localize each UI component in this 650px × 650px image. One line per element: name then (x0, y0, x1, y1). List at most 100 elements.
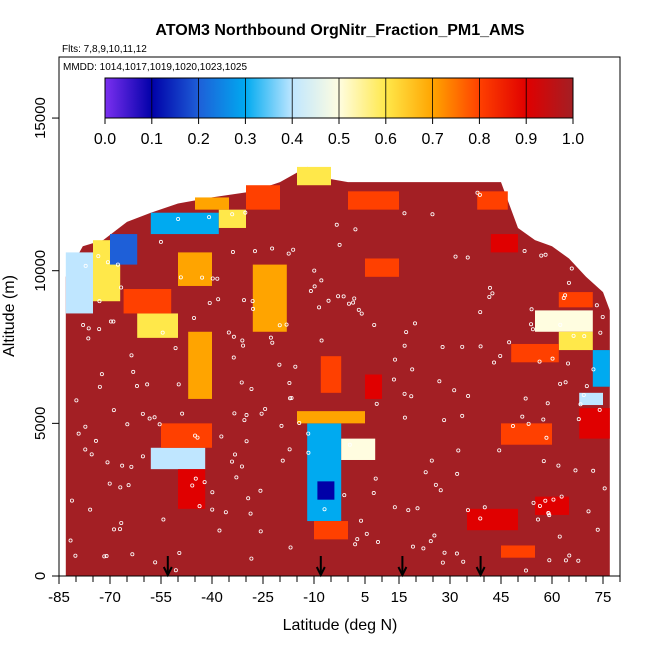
observation-point (526, 421, 531, 426)
observation-point (231, 355, 236, 360)
heatmap-cell (558, 292, 593, 308)
observation-point (226, 330, 231, 335)
observation-point (217, 528, 222, 533)
observation-point (193, 476, 198, 481)
observation-point (249, 386, 254, 391)
colorbar-segment (292, 78, 340, 118)
observation-point (258, 488, 263, 493)
observation-point (429, 458, 434, 463)
observation-point (529, 322, 534, 327)
observation-point (219, 434, 224, 439)
observation-point (498, 353, 503, 358)
heatmap-cell (246, 185, 280, 210)
observation-point (120, 463, 125, 468)
heatmap-cell (314, 521, 348, 540)
observation-point (391, 377, 396, 382)
observation-point (460, 413, 465, 418)
observation-point (402, 415, 407, 420)
observation-point (145, 382, 150, 387)
observation-point (277, 362, 282, 367)
colorbar-tick-label: 0.1 (141, 131, 163, 148)
observation-point (544, 435, 549, 440)
observation-point (195, 435, 200, 440)
observation-point (364, 531, 369, 536)
chart-title: ATOM3 Northbound OrgNitr_Fraction_PM1_AM… (155, 22, 525, 39)
observation-point (240, 338, 245, 343)
observation-point (497, 448, 502, 453)
observation-point (433, 482, 438, 487)
observation-point (438, 488, 443, 493)
observation-point (241, 298, 246, 303)
heatmap-cell (297, 166, 331, 186)
observation-point (119, 285, 124, 290)
observation-point (522, 249, 527, 254)
observation-point (105, 460, 110, 465)
observation-point (251, 306, 256, 311)
observation-point (190, 483, 195, 488)
observation-point (280, 458, 285, 463)
observation-point (153, 560, 158, 565)
observation-point (359, 311, 364, 316)
arrow-markers (162, 556, 486, 578)
observation-point (478, 310, 483, 315)
observation-point (288, 545, 293, 550)
observation-point (102, 554, 107, 559)
observation-point (373, 476, 378, 481)
heatmap-cell (579, 408, 610, 439)
observation-point (111, 408, 116, 413)
colorbar-tick-label: 0.0 (94, 131, 116, 148)
observation-point (371, 491, 376, 496)
observation-point (465, 508, 470, 513)
y-axis-label: Altitude (m) (1, 275, 18, 357)
observation-points (68, 190, 607, 573)
observation-point (558, 381, 563, 386)
observation-point (140, 454, 145, 459)
heatmap-cell (307, 423, 342, 522)
observation-point (353, 227, 358, 232)
observation-point (108, 319, 113, 324)
observation-point (456, 448, 461, 453)
observation-point (432, 533, 437, 538)
observation-point (312, 268, 317, 273)
colorbar-segment (385, 78, 434, 118)
observation-point (337, 242, 342, 247)
x-tick-label: -70 (99, 589, 121, 606)
observation-point (210, 490, 215, 495)
observation-point (442, 418, 447, 423)
arrow-marker-head (315, 566, 326, 578)
observation-point (569, 266, 574, 271)
observation-point (410, 367, 415, 372)
colorbar-tick-label: 1.0 (562, 131, 584, 148)
observation-point (547, 513, 552, 518)
heatmap-cell (252, 264, 287, 332)
observation-point (134, 384, 139, 389)
heatmap-cell (188, 331, 212, 399)
observation-point (259, 411, 264, 416)
observation-point (406, 508, 411, 513)
observation-point (83, 263, 88, 268)
observation-point (336, 294, 341, 299)
observation-point (547, 558, 552, 563)
observation-point (293, 364, 298, 369)
observation-point (573, 468, 578, 473)
observation-point (482, 505, 487, 510)
heatmap-cell (592, 350, 610, 387)
observation-point (539, 253, 544, 258)
observation-point (241, 343, 246, 348)
observation-point (477, 192, 482, 197)
observation-point (594, 303, 599, 308)
observation-point (567, 553, 572, 558)
observation-point (520, 414, 525, 419)
arrow-marker-head (475, 566, 486, 578)
observation-point (372, 322, 377, 327)
heatmap-cell (297, 411, 365, 424)
heatmap-cell (178, 252, 212, 286)
heatmap-cell (178, 469, 206, 509)
observation-point (157, 422, 162, 427)
observation-point (202, 480, 207, 485)
observation-point (180, 411, 185, 416)
observation-point (178, 275, 183, 280)
observation-point (475, 190, 480, 195)
observation-point (563, 380, 568, 385)
